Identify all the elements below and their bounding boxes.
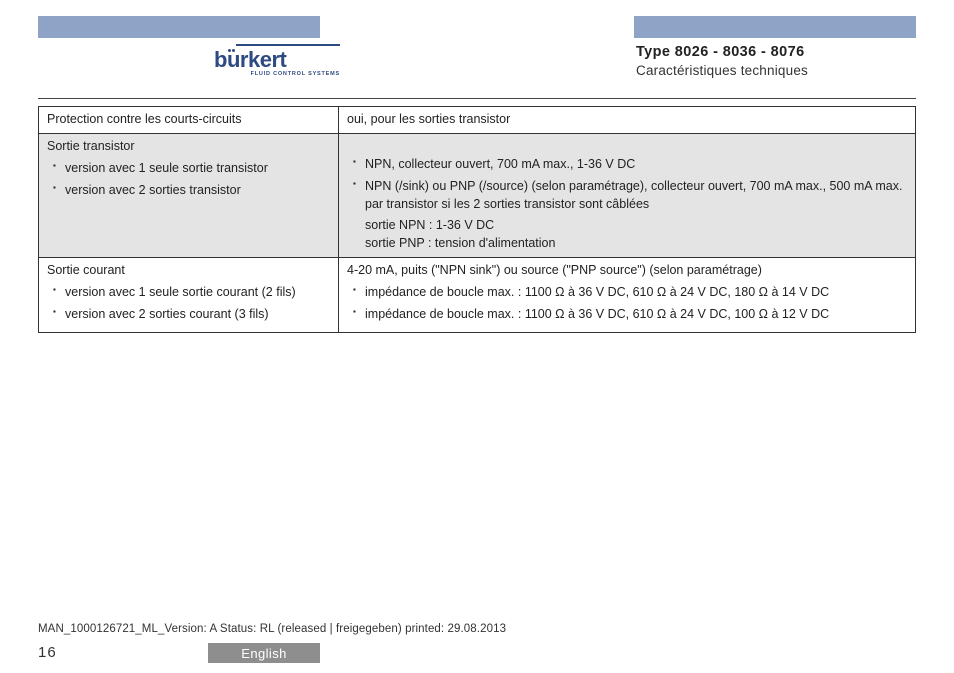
bullet-item: version avec 1 seule sortie transistor: [53, 159, 330, 177]
brand-logo: b u rkert FLUID CONTROL SYSTEMS: [214, 44, 340, 77]
subtitle: Caractéristiques techniques: [636, 63, 916, 78]
table-cell-right: 4-20 mA, puits ("NPN sink") ou source ("…: [339, 257, 916, 332]
table-cell-left: Sortie transistor version avec 1 seule so…: [39, 134, 339, 258]
trailing-line: sortie PNP : tension d'alimentation: [365, 234, 907, 252]
bullet-list: version avec 1 seule sortie transistor ve…: [47, 159, 330, 199]
table-cell-left: Sortie courant version avec 1 seule sorti…: [39, 257, 339, 332]
bullet-item: NPN, collecteur ouvert, 700 mA max., 1-3…: [353, 155, 907, 173]
cell-text: Protection contre les courts-circuits: [47, 110, 330, 128]
table-cell-right: NPN, collecteur ouvert, 700 mA max., 1-3…: [339, 134, 916, 258]
type-line: Type 8026 - 8036 - 8076: [636, 44, 916, 60]
bullet-item: impédance de boucle max. : 1100 Ω à 36 V…: [353, 283, 907, 301]
cell-subhead: Sortie transistor: [47, 137, 330, 155]
header-accent-left: [38, 16, 320, 38]
logo-wordmark: b u rkert: [214, 47, 340, 73]
bullet-item: NPN (/sink) ou PNP (/source) (selon para…: [353, 177, 907, 213]
table-cell-right: oui, pour les sorties transistor: [339, 107, 916, 134]
header-accent-right: [634, 16, 916, 38]
bullet-list: impédance de boucle max. : 1100 Ω à 36 V…: [347, 283, 907, 323]
footer-status-line: MAN_1000126721_ML_Version: A Status: RL …: [38, 623, 506, 635]
page-number: 16: [38, 644, 57, 661]
cell-subhead: Sortie courant: [47, 261, 330, 279]
table-row: Sortie courant version avec 1 seule sorti…: [39, 257, 916, 332]
table-row: Sortie transistor version avec 1 seule so…: [39, 134, 916, 258]
trailing-line: sortie NPN : 1-36 V DC: [365, 216, 907, 234]
table-cell-left: Protection contre les courts-circuits: [39, 107, 339, 134]
bullet-item: version avec 1 seule sortie courant (2 f…: [53, 283, 330, 301]
bullet-item: impédance de boucle max. : 1100 Ω à 36 V…: [353, 305, 907, 323]
bullet-item: version avec 2 sorties transistor: [53, 181, 330, 199]
page-root: b u rkert FLUID CONTROL SYSTEMS Type 802…: [0, 0, 954, 673]
language-badge: English: [208, 643, 320, 663]
cell-text: oui, pour les sorties transistor: [347, 110, 907, 128]
header-title-block: Type 8026 - 8036 - 8076 Caractéristiques…: [636, 44, 916, 78]
bullet-item: version avec 2 sorties courant (3 fils): [53, 305, 330, 323]
header-rule: [38, 98, 916, 99]
trailing-lines: sortie NPN : 1-36 V DCsortie PNP : tensi…: [347, 216, 907, 252]
cell-subhead: 4-20 mA, puits ("NPN sink") ou source ("…: [347, 261, 907, 279]
bullet-list: version avec 1 seule sortie courant (2 f…: [47, 283, 330, 323]
table-row: Protection contre les courts-circuits oui…: [39, 107, 916, 134]
spec-table: Protection contre les courts-circuits oui…: [38, 106, 916, 333]
bullet-list: NPN, collecteur ouvert, 700 mA max., 1-3…: [347, 155, 907, 213]
